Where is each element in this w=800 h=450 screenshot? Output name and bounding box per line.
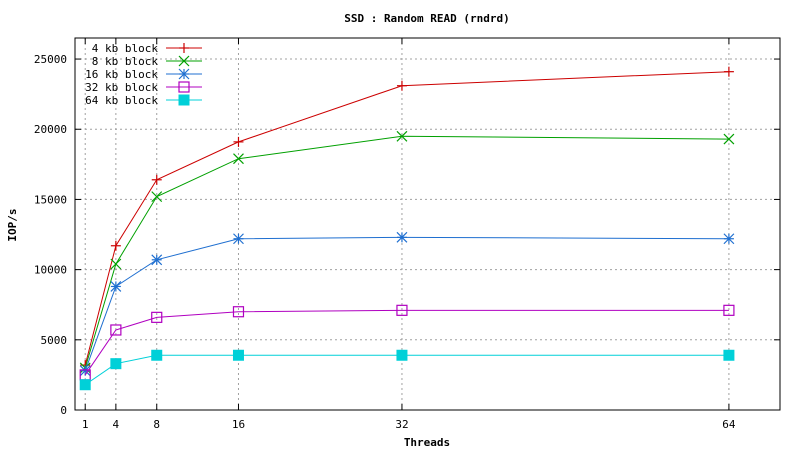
x-tick-label: 4 bbox=[113, 418, 120, 431]
legend-marker bbox=[178, 94, 190, 106]
data-point bbox=[723, 133, 735, 145]
data-point bbox=[396, 304, 408, 316]
series-line bbox=[84, 309, 729, 376]
data-point bbox=[723, 304, 735, 316]
x-tick-label: 16 bbox=[232, 418, 245, 431]
data-point bbox=[396, 349, 408, 361]
data-point bbox=[232, 349, 244, 361]
series-5 bbox=[79, 349, 735, 391]
data-point bbox=[233, 233, 244, 245]
legend-entry: 16 kb block bbox=[85, 68, 202, 81]
series-line bbox=[84, 135, 729, 369]
data-point bbox=[396, 80, 407, 91]
series-1 bbox=[80, 66, 734, 371]
data-point bbox=[110, 258, 122, 270]
legend-entry: 4 kb block bbox=[92, 42, 202, 55]
legend-entry: 32 kb block bbox=[85, 81, 202, 94]
grid-lines bbox=[75, 38, 780, 410]
x-tick-label: 1 bbox=[82, 418, 89, 431]
data-point bbox=[110, 358, 122, 370]
axis-ticks: 1 4 8 16 32 64 0 5000 10000 15000 20000 25000 bbox=[34, 38, 780, 431]
data-point bbox=[233, 153, 244, 165]
data-point bbox=[151, 349, 163, 361]
chart-title: SSD : Random READ (rndrd) bbox=[344, 12, 510, 25]
data-point bbox=[110, 324, 122, 336]
legend-marker bbox=[178, 68, 190, 80]
series-4 bbox=[79, 304, 735, 381]
data-point bbox=[79, 379, 91, 391]
legend-entry: 8 kb block bbox=[92, 55, 202, 68]
legend-marker bbox=[179, 43, 189, 53]
data-point bbox=[723, 66, 734, 77]
data-point bbox=[233, 136, 244, 147]
legend-entry: 64 kb block bbox=[85, 94, 202, 107]
data-point bbox=[723, 349, 735, 361]
plot-frame bbox=[74, 37, 781, 411]
y-tick-label: 10000 bbox=[34, 264, 67, 277]
data-point bbox=[151, 174, 162, 185]
data-point bbox=[110, 281, 122, 292]
x-tick-label: 64 bbox=[722, 418, 736, 431]
y-tick-label: 20000 bbox=[34, 123, 67, 136]
x-tick-label: 32 bbox=[395, 418, 408, 431]
legend-label: 32 kb block bbox=[85, 81, 158, 94]
data-point bbox=[151, 191, 163, 203]
data-point bbox=[232, 306, 245, 318]
legend-label: 16 kb block bbox=[85, 68, 158, 81]
x-axis-label: Threads bbox=[404, 436, 450, 449]
legend-label: 4 kb block bbox=[92, 42, 159, 55]
y-axis-label: IOP/s bbox=[6, 208, 19, 241]
data-point bbox=[396, 231, 408, 243]
series-2 bbox=[79, 130, 735, 374]
series-line bbox=[84, 236, 729, 371]
data-point bbox=[396, 130, 408, 142]
x-tick-label: 8 bbox=[153, 418, 160, 431]
y-tick-label: 5000 bbox=[41, 334, 68, 347]
data-point bbox=[723, 233, 735, 245]
series-3 bbox=[79, 231, 735, 377]
legend-label: 8 kb block bbox=[92, 55, 159, 68]
y-tick-label: 25000 bbox=[34, 53, 67, 66]
data-point bbox=[151, 254, 163, 266]
y-tick-label: 15000 bbox=[34, 193, 67, 206]
data-point bbox=[151, 311, 163, 323]
legend-marker bbox=[178, 81, 190, 93]
y-tick-label: 0 bbox=[60, 404, 67, 417]
series-line bbox=[84, 71, 729, 366]
legend-marker bbox=[178, 55, 190, 67]
series-group bbox=[79, 66, 735, 391]
data-point bbox=[110, 240, 121, 251]
legend-label: 64 kb block bbox=[85, 94, 158, 107]
